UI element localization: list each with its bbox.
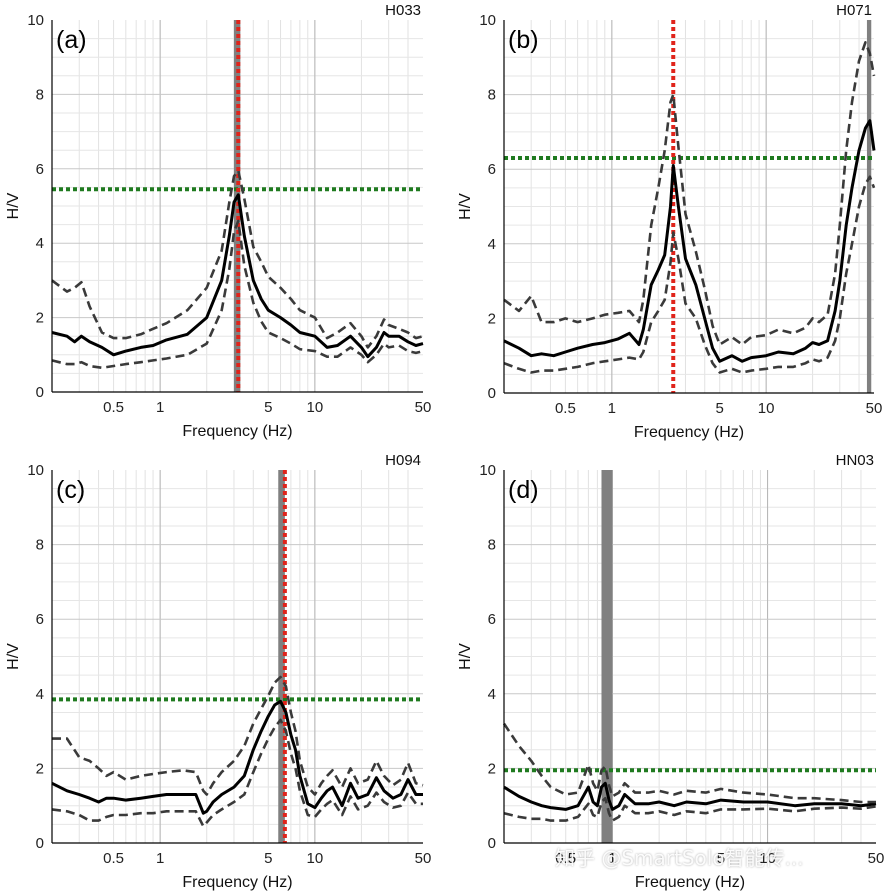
- x-tick-label: 1: [156, 399, 164, 416]
- y-tick-label: 10: [27, 12, 44, 29]
- y-tick-label: 6: [488, 611, 496, 628]
- series-mean-std: [51, 219, 424, 370]
- series-mean: [51, 193, 424, 359]
- minor-grid: [504, 20, 874, 393]
- panel-label: (b): [508, 26, 539, 54]
- x-tick-label: 0.5: [103, 399, 124, 416]
- panel-a: 0 2 4 6 8 10 0.5 1 5 10 50 Frequency (Hz) H/V H033 (a): [5, 2, 432, 440]
- panel-b: 0 2 4 6 8 10 0.5 1 5 10 50 Frequency (Hz) H/V H071 (b): [457, 2, 883, 441]
- panel-label: (a): [56, 26, 87, 54]
- x-tick-label: 10: [307, 850, 324, 867]
- y-tick-label: 8: [36, 537, 44, 554]
- x-tick-label: 50: [415, 850, 432, 867]
- panel-c: 0 2 4 6 8 10 0.5 1 5 10 50 Frequency (Hz) H/V H094 (c): [5, 452, 432, 891]
- y-tick-label: 4: [36, 235, 44, 252]
- y-tick-label: 2: [36, 760, 44, 777]
- y-tick-label: 0: [488, 835, 496, 852]
- station-label: HN03: [836, 452, 874, 469]
- series-mean: [503, 119, 876, 363]
- series-mean: [51, 699, 423, 815]
- major-grid: [52, 20, 423, 392]
- x-tick-label: 5: [717, 850, 725, 867]
- x-tick-label: 0.5: [103, 850, 124, 867]
- y-tick-label: 2: [488, 310, 496, 327]
- x-tick-label: 10: [759, 850, 776, 867]
- station-label: H094: [385, 452, 421, 469]
- y-tick-label: 10: [479, 462, 496, 479]
- station-label: H033: [385, 2, 421, 19]
- series-mean-std: [502, 722, 876, 804]
- x-tick-label: 1: [608, 850, 616, 867]
- y-tick-label: 6: [36, 161, 44, 178]
- panel-label: (d): [508, 476, 539, 504]
- x-axis-title: Frequency (Hz): [182, 874, 292, 891]
- series-mean-std: [503, 41, 876, 346]
- x-tick-label: 5: [264, 850, 272, 867]
- station-label: H071: [836, 2, 872, 19]
- major-grid: [52, 470, 423, 843]
- y-tick-label: 2: [488, 760, 496, 777]
- series-mean-std: [503, 796, 877, 822]
- x-axis-title: Frequency (Hz): [182, 423, 292, 440]
- y-axis-title: H/V: [457, 193, 474, 220]
- y-tick-label: 6: [488, 161, 496, 178]
- peak-band: [866, 20, 872, 393]
- peak-band: [278, 470, 285, 843]
- series-mean-std: [503, 175, 876, 374]
- x-tick-label: 0.5: [555, 850, 576, 867]
- y-tick-label: 0: [36, 835, 44, 852]
- x-axis-title: Frequency (Hz): [634, 424, 744, 441]
- panel-label: (c): [56, 476, 85, 504]
- y-tick-label: 8: [488, 87, 496, 104]
- x-tick-label: 1: [608, 400, 616, 417]
- minor-grid: [504, 470, 876, 843]
- watermark-text: 知乎 @SmartSolo智能传...: [555, 846, 804, 870]
- series-mean-std: [51, 169, 424, 349]
- x-tick-label: 1: [156, 850, 164, 867]
- x-tick-label: 50: [415, 399, 432, 416]
- x-axis-title: Frequency (Hz): [635, 874, 745, 891]
- y-tick-label: 2: [36, 310, 44, 327]
- y-tick-label: 4: [36, 686, 44, 703]
- y-tick-label: 6: [36, 611, 44, 628]
- y-tick-label: 8: [36, 86, 44, 103]
- y-axis-title: H/V: [5, 643, 22, 670]
- y-tick-label: 10: [479, 12, 496, 29]
- y-tick-label: 10: [27, 462, 44, 479]
- x-tick-label: 50: [868, 850, 885, 867]
- panel-d: 0 2 4 6 8 10 0.5 1 5 10 50 Frequency (Hz) H/V HN03 (d): [457, 452, 885, 891]
- x-tick-label: 5: [716, 400, 724, 417]
- y-tick-label: 8: [488, 537, 496, 554]
- peak-band: [601, 470, 613, 843]
- x-tick-label: 50: [866, 400, 883, 417]
- y-tick-label: 4: [488, 236, 496, 253]
- y-tick-label: 4: [488, 686, 496, 703]
- x-tick-label: 10: [758, 400, 775, 417]
- series-mean-std: [52, 675, 424, 796]
- y-tick-label: 0: [36, 384, 44, 401]
- y-axis-title: H/V: [5, 192, 22, 219]
- y-axis-title: H/V: [457, 643, 474, 670]
- x-tick-label: 0.5: [555, 400, 576, 417]
- x-tick-label: 5: [264, 399, 272, 416]
- minor-grid: [52, 470, 423, 843]
- series-mean-std: [51, 718, 423, 828]
- x-tick-label: 10: [307, 399, 324, 416]
- series-mean: [503, 781, 877, 811]
- y-tick-label: 0: [488, 385, 496, 402]
